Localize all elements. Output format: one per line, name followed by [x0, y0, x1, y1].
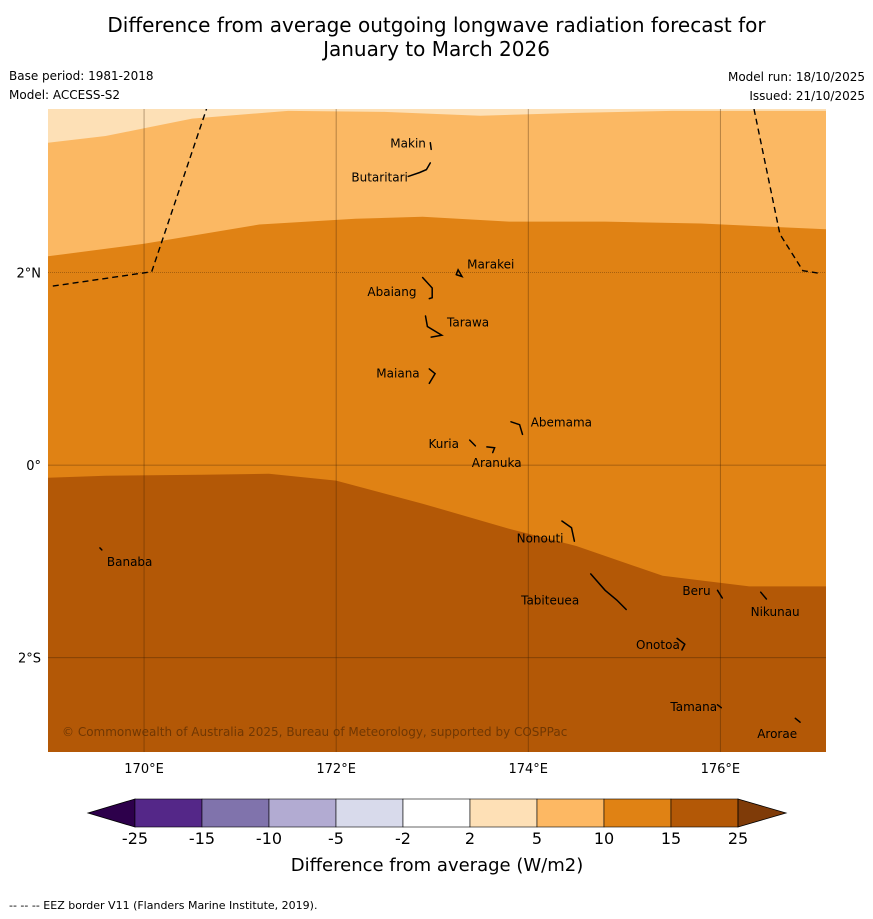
island-label: Marakei: [467, 258, 514, 272]
island-outline: [486, 446, 496, 454]
island-outline: [510, 421, 524, 436]
island-label: Tabiteuea: [520, 593, 579, 607]
island-outline: [424, 315, 444, 338]
colorbar-swatch: [603, 798, 672, 828]
eez-border-west: [52, 109, 208, 287]
island-label: Abaiang: [367, 285, 416, 299]
island-outline: [407, 162, 432, 178]
island-tarawa: Tarawa: [424, 315, 489, 338]
island-outline: [429, 141, 432, 151]
island-label: Maiana: [376, 367, 419, 381]
island-arorae: Arorae: [757, 717, 801, 741]
eez-footnote: -- -- -- EEZ border V11 (Flanders Marine…: [9, 899, 318, 912]
latitude-tick-labels: 2°N 0° 2°S: [17, 267, 42, 667]
colorbar-tick-label: 5: [532, 829, 542, 848]
x-tick-label: 172°E: [316, 762, 356, 777]
forecast-map: Makin Butaritari Marakei Abaiang Tarawa Maian…: [17, 109, 826, 876]
base-period: Base period: 1981-2018: [9, 69, 154, 83]
island-label: Abemama: [531, 416, 592, 430]
colorbar-extend-high: [737, 798, 788, 828]
island-outline: [716, 704, 723, 709]
y-tick-label: 2°S: [18, 652, 41, 667]
longitude-tick-labels: 170°E 172°E 174°E 176°E: [124, 762, 740, 777]
title-line-1: Difference from average outgoing longwav…: [107, 13, 766, 37]
x-tick-label: 176°E: [701, 762, 741, 777]
colorbar-tick-label: -15: [189, 829, 215, 848]
island-kuria: Kuria: [429, 437, 477, 451]
colorbar-tick-label: -25: [122, 829, 148, 848]
island-outline: [716, 589, 724, 599]
colorbar-swatch: [670, 798, 739, 828]
eez-border-east: [753, 109, 822, 275]
island-nikunau: Nikunau: [751, 591, 800, 619]
colorbar-swatch: [268, 798, 337, 828]
colorbar-swatch: [402, 798, 471, 828]
island-outline: [561, 520, 576, 542]
island-banaba: Banaba: [99, 547, 153, 569]
island-maiana: Maiana: [376, 367, 437, 385]
island-outline: [794, 717, 801, 723]
model-name: Model: ACCESS-S2: [9, 88, 121, 102]
model-run-date: Model run: 18/10/2025: [727, 70, 865, 84]
colorbar-tick-label: -5: [328, 829, 344, 848]
island-abaiang: Abaiang: [367, 276, 433, 300]
island-label: Arorae: [757, 727, 797, 741]
island-makin: Makin: [390, 137, 432, 151]
title-line-2: January to March 2026: [323, 37, 550, 61]
island-label: Nonouti: [517, 532, 564, 546]
island-label: Aranuka: [472, 456, 522, 470]
issued-date: Issued: 21/10/2025: [749, 89, 865, 103]
island-label: Banaba: [107, 555, 153, 569]
island-outline: [676, 637, 686, 651]
island-onotoa: Onotoa: [636, 637, 686, 652]
x-tick-label: 170°E: [124, 762, 164, 777]
colorbar-swatch: [469, 798, 538, 828]
island-outline: [99, 547, 103, 551]
colorbar-swatch: [335, 798, 404, 828]
island-outline: [455, 268, 464, 278]
map-gridlines: [48, 109, 826, 752]
y-tick-label: 2°N: [17, 267, 42, 282]
island-nonouti: Nonouti: [517, 520, 576, 546]
copyright-notice: © Commonwealth of Australia 2025, Bureau…: [62, 725, 567, 739]
island-outline: [421, 276, 433, 300]
island-label: Tarawa: [446, 315, 489, 329]
island-label: Tamana: [669, 700, 717, 714]
island-abemama: Abemama: [510, 416, 592, 436]
island-label: Butaritari: [351, 171, 408, 185]
island-butaritari: Butaritari: [351, 162, 432, 185]
x-tick-label: 174°E: [508, 762, 548, 777]
island-tabiteuea: Tabiteuea: [520, 573, 627, 611]
colorbar-swatch: [536, 798, 605, 828]
island-marakei: Marakei: [455, 258, 514, 278]
colorbar-label: Difference from average (W/m2): [291, 855, 583, 876]
island-beru: Beru: [682, 584, 724, 599]
island-outline: [589, 573, 627, 611]
island-label: Kuria: [429, 437, 460, 451]
island-label: Onotoa: [636, 638, 680, 652]
colorbar-extend-low: [86, 798, 136, 828]
island-outline: [759, 591, 768, 600]
island-label: Beru: [682, 584, 710, 598]
colorbar-tick-label: -2: [395, 829, 411, 848]
island-outline: [468, 439, 477, 447]
colorbar-tick-label: -10: [256, 829, 282, 848]
island-label: Makin: [390, 137, 426, 151]
island-outline: [428, 368, 437, 385]
colorbar-tick-label: 2: [465, 829, 475, 848]
island-aranuka: Aranuka: [472, 446, 522, 470]
island-label: Nikunau: [751, 605, 800, 619]
colorbar-tick-label: 25: [728, 829, 748, 848]
island-layer: Makin Butaritari Marakei Abaiang Tarawa Maian…: [99, 137, 801, 741]
anomaly-band-15-25: [48, 473, 826, 752]
colorbar: -25 -15 -10 -5 -2 2 5 10 15 25 Difference from av…: [86, 798, 788, 876]
colorbar-swatch: [201, 798, 270, 828]
y-tick-label: 0°: [26, 459, 41, 474]
colorbar-swatch: [134, 798, 203, 828]
island-tamana: Tamana: [669, 700, 723, 714]
colorbar-tick-label: 10: [594, 829, 614, 848]
colorbar-tick-label: 15: [661, 829, 681, 848]
